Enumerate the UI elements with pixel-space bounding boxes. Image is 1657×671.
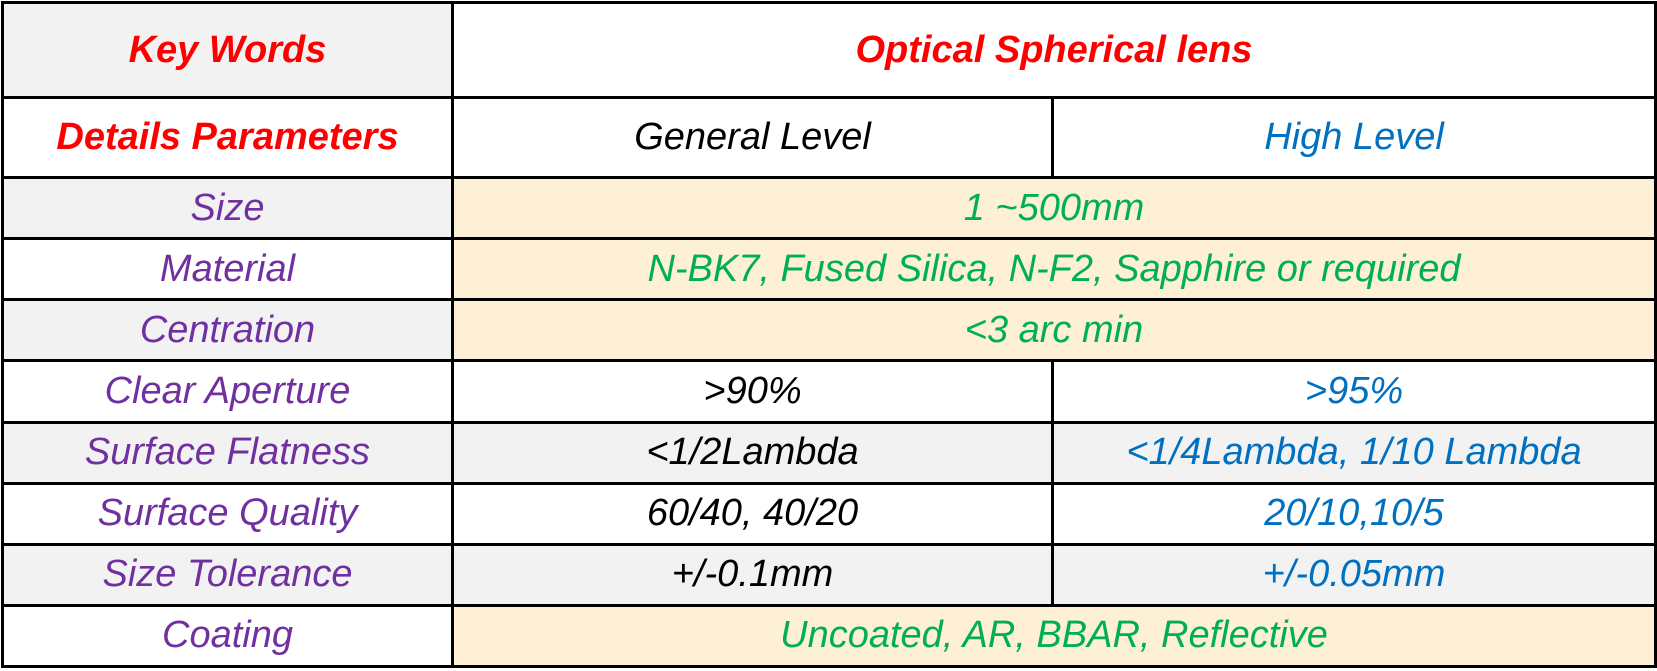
param-centration: Centration [1, 298, 454, 363]
high-surface-quality: 20/10,10/5 [1050, 481, 1657, 546]
subheader-row: Details Parameters General Level High Le… [1, 96, 1657, 180]
high-size-tolerance: +/-0.05mm [1050, 542, 1657, 607]
header-row: Key Words Optical Spherical lens [1, 0, 1657, 100]
table-row-surface-quality: Surface Quality 60/40, 40/20 20/10,10/5 [1, 481, 1657, 546]
value-coating: Uncoated, AR, BBAR, Reflective [450, 603, 1657, 669]
details-parameters-cell: Details Parameters [1, 96, 454, 180]
value-centration: <3 arc min [450, 298, 1657, 363]
high-level-header: High Level [1050, 96, 1657, 180]
key-words-cell: Key Words [1, 0, 454, 100]
general-clear-aperture: >90% [451, 359, 1054, 424]
param-surface-quality: Surface Quality [1, 481, 454, 546]
table-row-clear-aperture: Clear Aperture >90% >95% [1, 359, 1657, 424]
high-surface-flatness: <1/4Lambda, 1/10 Lambda [1050, 420, 1657, 485]
general-level-header: General Level [451, 96, 1054, 180]
value-size: 1 ~500mm [450, 176, 1657, 241]
param-material: Material [1, 237, 454, 302]
general-surface-flatness: <1/2Lambda [451, 420, 1054, 485]
high-clear-aperture: >95% [1050, 359, 1657, 424]
param-coating: Coating [1, 603, 454, 669]
product-title-cell: Optical Spherical lens [450, 0, 1657, 100]
value-material: N-BK7, Fused Silica, N-F2, Sapphire or r… [450, 237, 1657, 302]
general-surface-quality: 60/40, 40/20 [451, 481, 1054, 546]
table-row-coating: Coating Uncoated, AR, BBAR, Reflective [1, 603, 1657, 669]
general-size-tolerance: +/-0.1mm [451, 542, 1054, 607]
param-clear-aperture: Clear Aperture [1, 359, 454, 424]
param-surface-flatness: Surface Flatness [1, 420, 454, 485]
table-row-size-tolerance: Size Tolerance +/-0.1mm +/-0.05mm [1, 542, 1657, 607]
table-row-surface-flatness: Surface Flatness <1/2Lambda <1/4Lambda, … [1, 420, 1657, 485]
table-row-material: Material N-BK7, Fused Silica, N-F2, Sapp… [1, 237, 1657, 302]
param-size-tolerance: Size Tolerance [1, 542, 454, 607]
param-size: Size [1, 176, 454, 241]
table-row-centration: Centration <3 arc min [1, 298, 1657, 363]
table-row-size: Size 1 ~500mm [1, 176, 1657, 241]
